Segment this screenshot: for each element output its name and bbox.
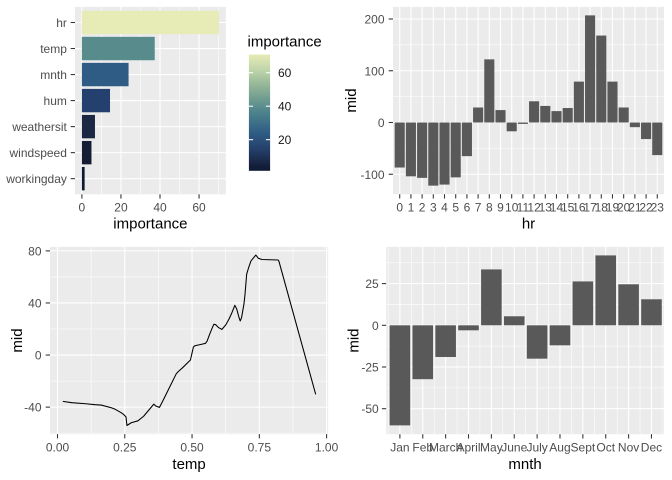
svg-text:40: 40 [278,100,292,114]
svg-text:5: 5 [452,201,459,215]
svg-text:-40: -40 [24,401,42,415]
svg-text:hr: hr [522,216,535,233]
svg-text:18: 18 [595,201,609,215]
svg-text:0.75: 0.75 [248,441,272,455]
svg-text:1.00: 1.00 [315,441,339,455]
svg-text:60: 60 [278,66,292,80]
svg-text:20: 20 [278,133,292,147]
svg-text:June: June [501,441,527,455]
svg-text:mnth: mnth [508,456,541,473]
svg-text:40: 40 [153,201,167,215]
svg-text:0: 0 [35,349,42,363]
svg-text:20: 20 [114,201,128,215]
svg-text:13: 13 [539,201,553,215]
svg-text:60: 60 [192,201,206,215]
svg-text:mid: mid [9,328,26,352]
svg-text:May: May [480,441,503,455]
svg-text:-25: -25 [361,361,379,375]
svg-text:1: 1 [408,201,415,215]
svg-text:mnth: mnth [40,68,67,82]
svg-text:Dec: Dec [641,441,662,455]
svg-text:100: 100 [364,64,384,78]
svg-text:March: March [429,441,462,455]
svg-text:23: 23 [651,201,665,215]
svg-text:0.25: 0.25 [113,441,137,455]
svg-text:hum: hum [44,94,67,108]
svg-text:Sept: Sept [571,441,596,455]
svg-text:17: 17 [583,201,597,215]
svg-text:hr: hr [56,16,67,30]
svg-text:22: 22 [639,201,653,215]
svg-text:7: 7 [475,201,482,215]
svg-text:importance: importance [248,33,322,50]
svg-text:10: 10 [505,201,519,215]
svg-text:11: 11 [517,201,530,215]
svg-text:0: 0 [79,201,86,215]
svg-text:windspeed: windspeed [9,146,67,160]
svg-text:workingday: workingday [5,172,67,186]
svg-text:Jan: Jan [390,441,409,455]
svg-text:20: 20 [617,201,631,215]
svg-text:9: 9 [497,201,504,215]
svg-text:July: July [526,441,547,455]
svg-text:Feb: Feb [412,441,433,455]
svg-text:19: 19 [606,201,620,215]
svg-text:0.50: 0.50 [180,441,204,455]
svg-text:0: 0 [378,116,385,130]
svg-text:0.00: 0.00 [46,441,70,455]
svg-text:Aug: Aug [549,441,570,455]
svg-text:25: 25 [365,277,379,291]
svg-text:40: 40 [28,296,42,310]
svg-text:importance: importance [113,216,187,233]
svg-text:15: 15 [561,201,575,215]
svg-text:Oct: Oct [596,441,615,455]
svg-text:weathersit: weathersit [11,120,67,134]
svg-text:April: April [457,441,481,455]
svg-text:21: 21 [628,201,642,215]
svg-text:12: 12 [527,201,541,215]
svg-text:80: 80 [28,244,42,258]
svg-text:4: 4 [441,201,448,215]
svg-text:mid: mid [346,328,363,352]
svg-text:16: 16 [572,201,586,215]
svg-text:0: 0 [372,319,379,333]
svg-text:14: 14 [550,201,564,215]
svg-text:3: 3 [430,201,437,215]
svg-text:Nov: Nov [618,441,639,455]
svg-text:-50: -50 [361,402,379,416]
svg-text:temp: temp [40,42,67,56]
svg-text:8: 8 [486,201,493,215]
svg-text:6: 6 [464,201,471,215]
svg-text:-100: -100 [360,168,384,182]
svg-text:temp: temp [172,456,205,473]
svg-text:2: 2 [419,201,426,215]
svg-text:200: 200 [364,13,384,27]
svg-text:0: 0 [396,201,403,215]
svg-text:mid: mid [343,88,360,112]
